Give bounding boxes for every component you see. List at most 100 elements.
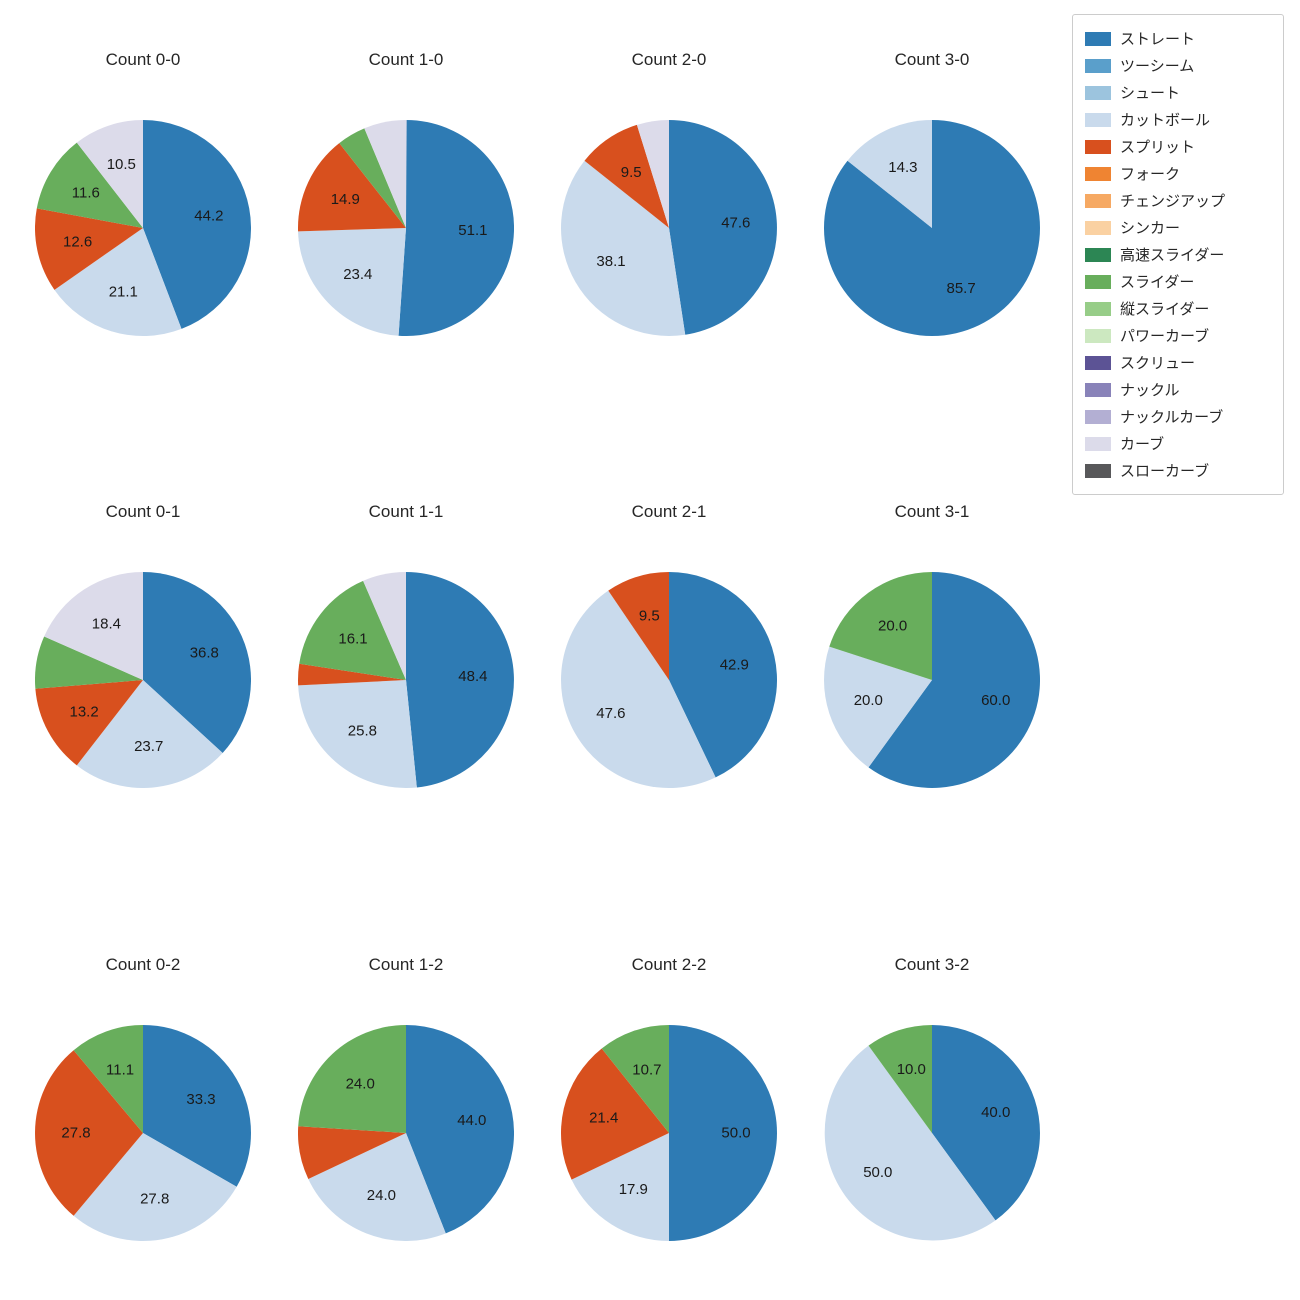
legend: ストレート ツーシーム シュート カットボール スプリット フォーク チェンジアップ シンカー… [1072, 14, 1284, 495]
pie-slice [847, 120, 932, 228]
pie-slice-percent-label: 27.8 [140, 1190, 169, 1207]
pie-slice-percent-label: 10.7 [632, 1061, 661, 1078]
legend-item: ナックル [1085, 376, 1271, 403]
legend-item: シンカー [1085, 214, 1271, 241]
pie-slice-percent-label: 44.2 [194, 207, 223, 224]
pie-slice [143, 1025, 251, 1187]
pie-chart-cell: Count 3-0 85.7 14.3 [801, 48, 1063, 336]
legend-swatch-icon [1085, 31, 1111, 46]
pie-slice [76, 120, 143, 228]
legend-item: 高速スライダー [1085, 241, 1271, 268]
legend-swatch-icon [1085, 355, 1111, 370]
pie-slice [35, 636, 143, 689]
legend-label: 高速スライダー [1120, 247, 1225, 264]
pie-slice [143, 572, 251, 753]
pie-slice [601, 1025, 669, 1133]
pie-slice-percent-label: 9.5 [639, 608, 660, 625]
pie-chart: 40.0 50.0 10.0 [824, 1025, 1040, 1241]
chart-title: Count 1-2 [368, 955, 444, 974]
pie-chart-cell: Count 2-2 50.0 17.9 21.4 10.7 [538, 953, 800, 1241]
legend-item: スローカーブ [1085, 457, 1271, 484]
chart-title: Count 1-0 [368, 50, 444, 69]
legend-label: パワーカーブ [1120, 328, 1210, 345]
pie-slice [298, 1025, 406, 1133]
legend-item: チェンジアップ [1085, 187, 1271, 214]
legend-swatch-icon [1085, 436, 1111, 451]
pie-chart: 85.7 14.3 [824, 120, 1040, 336]
chart-title: Count 0-1 [105, 502, 181, 521]
legend-label: スライダー [1120, 274, 1195, 291]
pie-slice [584, 124, 669, 228]
pie-slice [54, 228, 182, 336]
legend-swatch-icon [1085, 409, 1111, 424]
legend-item: スライダー [1085, 268, 1271, 295]
pie-slice-percent-label: 14.9 [331, 191, 360, 208]
pie-slice-percent-label: 47.6 [596, 705, 625, 722]
legend-swatch-icon [1085, 328, 1111, 343]
legend-item: フォーク [1085, 160, 1271, 187]
legend-label: スローカーブ [1120, 463, 1210, 480]
legend-item: シュート [1085, 79, 1271, 106]
legend-swatch-icon [1085, 247, 1111, 262]
legend-item: スクリュー [1085, 349, 1271, 376]
pie-slice [868, 1025, 932, 1133]
pie-slice-percent-label: 25.8 [348, 722, 377, 739]
legend-item: 縦スライダー [1085, 295, 1271, 322]
legend-swatch-icon [1085, 139, 1111, 154]
pie-slice-percent-label: 27.8 [61, 1125, 90, 1142]
pie-slice-percent-label: 40.0 [981, 1104, 1010, 1121]
pie-chart-cell: Count 1-2 44.0 24.0 24.0 [275, 953, 537, 1241]
pie-chart-cell: Count 1-0 51.1 23.4 14.9 [275, 48, 537, 336]
pie-slice-percent-label: 14.3 [888, 159, 917, 176]
pie-slice [571, 1133, 669, 1241]
pie-slice-percent-label: 38.1 [596, 253, 625, 270]
legend-swatch-icon [1085, 85, 1111, 100]
pie-slice-percent-label: 23.4 [343, 266, 372, 283]
chart-title: Count 0-2 [105, 955, 181, 974]
pie-slice-percent-label: 20.0 [854, 692, 883, 709]
pie-slice [339, 128, 406, 228]
legend-item: スプリット [1085, 133, 1271, 160]
legend-swatch-icon [1085, 382, 1111, 397]
pie-slice-percent-label: 33.3 [186, 1091, 215, 1108]
legend-label: カットボール [1120, 112, 1211, 129]
pie-chart-cell: Count 0-2 33.3 27.8 27.8 11.1 [12, 953, 274, 1241]
pie-chart-cell: Count 0-1 36.8 23.7 13.2 18.4 [12, 500, 274, 788]
legend-item: カーブ [1085, 430, 1271, 457]
legend-label: ナックル [1120, 382, 1180, 399]
pie-slice [406, 1025, 514, 1234]
pie-slice [669, 572, 777, 778]
pie-slice-percent-label: 21.1 [109, 284, 138, 301]
chart-title: Count 0-0 [105, 50, 181, 69]
pie-chart: 33.3 27.8 27.8 11.1 [35, 1025, 251, 1241]
chart-title: Count 3-0 [894, 50, 970, 69]
pie-slice-percent-label: 50.0 [721, 1125, 750, 1142]
pie-slice-percent-label: 16.1 [338, 631, 367, 648]
pie-slice-percent-label: 21.4 [589, 1110, 618, 1127]
pie-chart-cell: Count 0-0 44.2 21.1 12.6 11.6 10.5 [12, 48, 274, 336]
pie-slice-percent-label: 20.0 [878, 617, 907, 634]
pie-chart: 50.0 17.9 21.4 10.7 [561, 1025, 777, 1241]
pie-slice [143, 120, 251, 329]
legend-label: 縦スライダー [1120, 301, 1210, 318]
legend-label: ストレート [1120, 31, 1196, 48]
pie-chart-cell: Count 2-1 42.9 47.6 9.5 [538, 500, 800, 788]
pie-chart-cell: Count 2-0 47.6 38.1 9.5 [538, 48, 800, 336]
pie-slice [35, 208, 144, 290]
pie-slice-percent-label: 44.0 [457, 1112, 486, 1129]
pie-slice-percent-label: 24.0 [346, 1076, 375, 1093]
legend-swatch-icon [1085, 193, 1111, 208]
legend-label: シンカー [1120, 220, 1181, 237]
pie-slice-percent-label: 10.0 [897, 1061, 926, 1078]
pie-slice [299, 580, 406, 680]
pie-chart: 44.2 21.1 12.6 11.6 10.5 [35, 120, 251, 336]
chart-title: Count 3-2 [894, 955, 970, 974]
pie-slice [406, 572, 514, 788]
legend-label: ナックルカーブ [1120, 409, 1224, 426]
pie-slice [608, 572, 669, 680]
pie-slice [829, 572, 932, 680]
legend-swatch-icon [1085, 58, 1111, 73]
legend-swatch-icon [1085, 166, 1111, 181]
legend-item: パワーカーブ [1085, 322, 1271, 349]
pie-slice [298, 143, 406, 232]
